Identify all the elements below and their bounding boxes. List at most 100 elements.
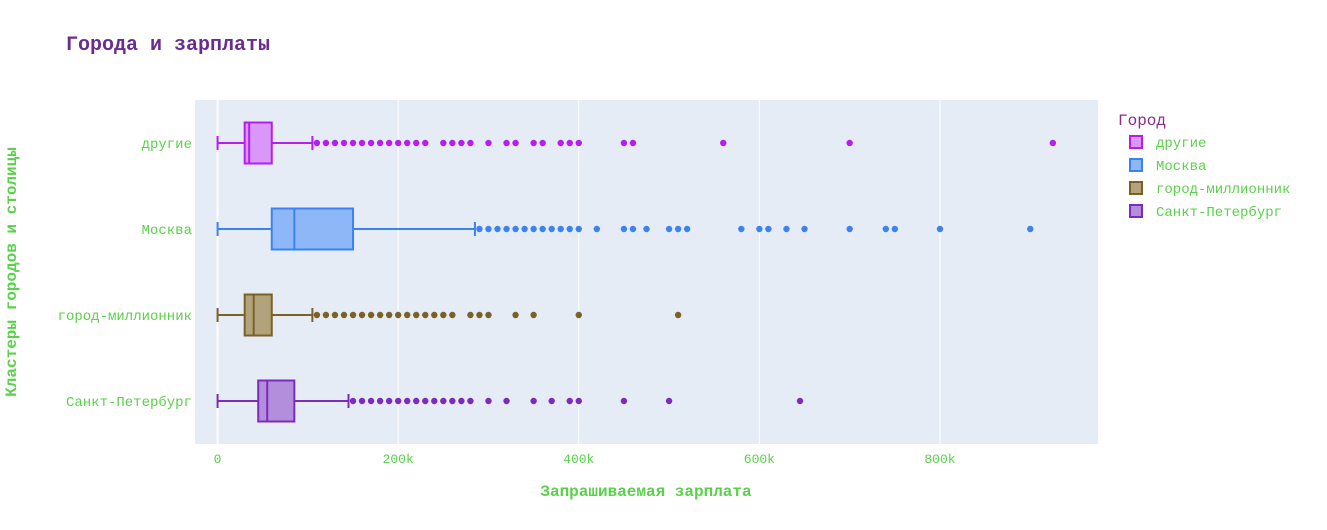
x-tick-label: 400k xyxy=(563,452,594,467)
outlier-point xyxy=(539,139,546,147)
outlier-point xyxy=(476,225,483,233)
outlier-point xyxy=(593,225,601,233)
outlier-point xyxy=(485,225,492,233)
outlier-point xyxy=(449,139,456,147)
outlier-point xyxy=(358,311,366,319)
outlier-point xyxy=(440,397,447,405)
outlier-point xyxy=(512,225,519,233)
outlier-point xyxy=(358,139,366,147)
outlier-point xyxy=(358,397,366,405)
y-tick-labels: другие Москва город-миллионник Санкт-Петерб… xyxy=(58,137,192,411)
outlier-point xyxy=(539,225,546,233)
outlier-point xyxy=(891,225,899,233)
outlier-point xyxy=(485,311,492,319)
outlier-point xyxy=(331,139,339,147)
outlier-point xyxy=(548,225,555,233)
outlier-point xyxy=(503,397,510,405)
outlier-point xyxy=(530,311,537,319)
outlier-point xyxy=(674,225,682,233)
outlier-point xyxy=(385,397,393,405)
legend-swatch xyxy=(1129,204,1143,218)
outlier-point xyxy=(385,311,393,319)
outlier-point xyxy=(1049,139,1057,147)
outlier-point xyxy=(349,311,357,319)
outlier-point xyxy=(449,311,456,319)
outlier-point xyxy=(349,139,357,147)
outlier-point xyxy=(467,311,474,319)
legend-swatch xyxy=(1129,181,1143,195)
outlier-point xyxy=(413,311,420,319)
box-group xyxy=(216,207,1034,251)
outlier-point xyxy=(783,225,790,233)
outlier-point xyxy=(404,139,411,147)
outlier-point xyxy=(431,311,438,319)
outlier-point xyxy=(422,311,429,319)
outlier-point xyxy=(367,139,375,147)
outlier-point xyxy=(413,397,420,405)
outlier-point xyxy=(340,139,348,147)
outlier-point xyxy=(449,397,456,405)
outlier-point xyxy=(674,311,682,319)
outlier-point xyxy=(376,139,384,147)
outlier-point xyxy=(413,139,420,147)
x-tick-label: 0 xyxy=(214,452,222,467)
outlier-point xyxy=(620,139,628,147)
outlier-point xyxy=(566,225,573,233)
y-tick-label: другие xyxy=(142,137,192,153)
outlier-point xyxy=(440,139,447,147)
x-tick-label: 800k xyxy=(924,452,955,467)
outlier-point xyxy=(367,311,375,319)
outlier-point xyxy=(643,225,650,233)
outlier-point xyxy=(422,397,429,405)
outlier-point xyxy=(322,311,330,319)
outlier-point xyxy=(440,311,447,319)
legend-label[interactable]: другие xyxy=(1156,136,1206,152)
outlier-point xyxy=(422,139,429,147)
outlier-point xyxy=(385,139,393,147)
grid-lines xyxy=(216,100,941,444)
x-tick-label: 600k xyxy=(744,452,775,467)
outlier-point xyxy=(629,139,637,147)
legend-label[interactable]: город-миллионник xyxy=(1156,182,1290,198)
legend-swatch xyxy=(1129,158,1143,172)
outlier-point xyxy=(494,225,501,233)
outlier-point xyxy=(846,139,853,147)
outlier-point xyxy=(467,139,474,147)
x-tick-label: 200k xyxy=(383,452,414,467)
legend-label[interactable]: Санкт-Петербург xyxy=(1156,204,1282,221)
box-group xyxy=(216,293,682,337)
outlier-point xyxy=(557,139,564,147)
y-axis-title: Кластеры городов и столицы xyxy=(3,147,21,397)
outlier-point xyxy=(738,225,745,233)
outlier-point xyxy=(530,397,537,405)
outlier-point xyxy=(665,397,673,405)
legend[interactable]: Город другие Москва город-миллионник Санкт-… xyxy=(1118,112,1290,221)
outlier-point xyxy=(431,397,438,405)
outlier-point xyxy=(882,225,889,233)
outlier-point xyxy=(376,311,384,319)
outlier-point xyxy=(485,397,492,405)
outlier-point xyxy=(1027,225,1034,233)
outlier-point xyxy=(476,311,483,319)
outlier-point xyxy=(566,139,573,147)
iqr-box xyxy=(257,379,296,423)
outlier-point xyxy=(467,397,474,405)
outlier-point xyxy=(404,311,411,319)
outlier-point xyxy=(801,225,808,233)
outlier-point xyxy=(557,225,564,233)
outlier-point xyxy=(575,139,582,147)
outlier-point xyxy=(512,311,519,319)
legend-label[interactable]: Москва xyxy=(1156,159,1206,175)
outlier-point xyxy=(376,397,384,405)
outlier-point xyxy=(548,397,555,405)
outlier-point xyxy=(575,225,582,233)
box-group xyxy=(216,379,804,423)
legend-items[interactable]: другие Москва город-миллионник Санкт-Петерб… xyxy=(1129,135,1290,221)
outlier-point xyxy=(313,139,321,147)
outlier-point xyxy=(404,397,411,405)
outlier-point xyxy=(683,225,691,233)
y-tick-label: Москва xyxy=(142,223,192,239)
iqr-box xyxy=(270,207,355,251)
